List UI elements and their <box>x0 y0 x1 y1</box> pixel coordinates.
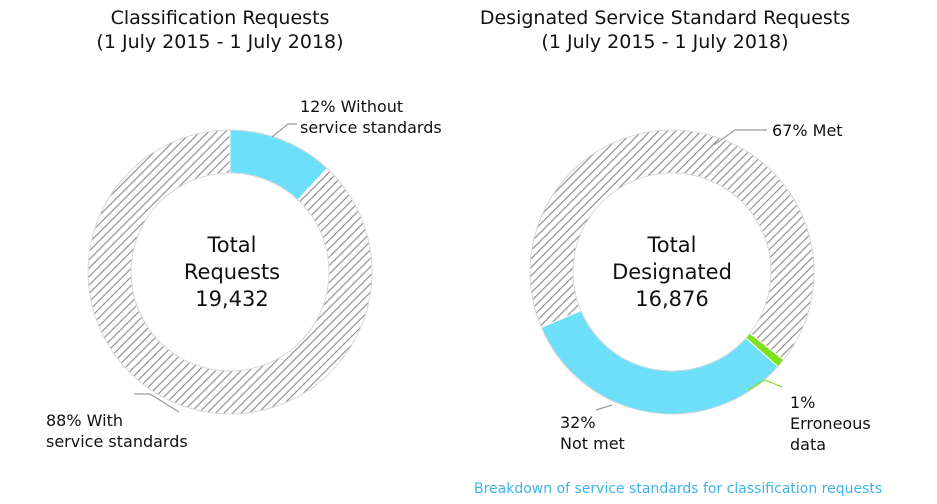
donut-ring-outline <box>529 129 815 415</box>
donut-chart-designated <box>529 129 815 415</box>
leader-lines <box>134 123 783 413</box>
donut-ring-outline <box>572 172 772 372</box>
center-label-value: 19,432 <box>195 287 269 311</box>
center-label-total-requests: Total Requests 19,432 <box>152 232 312 313</box>
leader-line-not-met <box>595 404 613 411</box>
slice-label-line: data <box>790 435 827 454</box>
slice-label-line: Erroneous <box>790 414 871 433</box>
slice-label-line: Not met <box>560 434 625 453</box>
center-label-total-designated: Total Designated 16,876 <box>592 232 752 313</box>
figure-caption: Breakdown of service standards for class… <box>474 481 883 497</box>
center-label-line: Total <box>207 233 257 257</box>
chart-title-text: Designated Service Standard Requests <box>479 7 851 29</box>
leader-line-erroneous <box>747 379 783 391</box>
leader-line-with-standards <box>134 393 180 413</box>
center-label-value: 16,876 <box>635 287 709 311</box>
donut-ring-outline <box>87 129 373 415</box>
slice-label-not-met: 32% Not met <box>560 412 625 454</box>
chart-subtitle-text: (1 July 2015 - 1 July 2018) <box>96 31 344 53</box>
chart-title-designated: Designated Service Standard Requests (1 … <box>445 6 885 54</box>
donut-ring-outline <box>130 172 330 372</box>
slice-label-line: 1% <box>790 393 816 412</box>
center-label-line: Designated <box>612 260 732 284</box>
center-label-line: Requests <box>183 260 281 284</box>
slice-label-line: 88% With <box>46 411 123 430</box>
chart-subtitle-text: (1 July 2015 - 1 July 2018) <box>541 31 789 53</box>
slice-label-with-standards: 88% With service standards <box>46 410 188 452</box>
leader-line-without-standards <box>271 123 297 138</box>
chart-title-classification: Classification Requests (1 July 2015 - 1… <box>40 6 400 54</box>
slice-label-without-standards: 12% Without service standards <box>300 96 442 138</box>
slice-label-line: service standards <box>46 432 188 451</box>
slice-label-erroneous: 1% Erroneous data <box>790 392 871 455</box>
slice-label-line: 67% Met <box>772 121 843 140</box>
donut-slice-32-not-met <box>540 310 779 415</box>
slice-label-line: 32% <box>560 413 596 432</box>
slice-label-line: 12% Without <box>300 97 404 116</box>
chart-title-text: Classification Requests <box>110 7 330 29</box>
center-label-line: Total <box>647 233 697 257</box>
slice-label-line: service standards <box>300 118 442 137</box>
leader-line-met <box>713 129 767 146</box>
slice-label-met: 67% Met <box>772 120 843 141</box>
donut-chart-classification <box>87 129 373 415</box>
